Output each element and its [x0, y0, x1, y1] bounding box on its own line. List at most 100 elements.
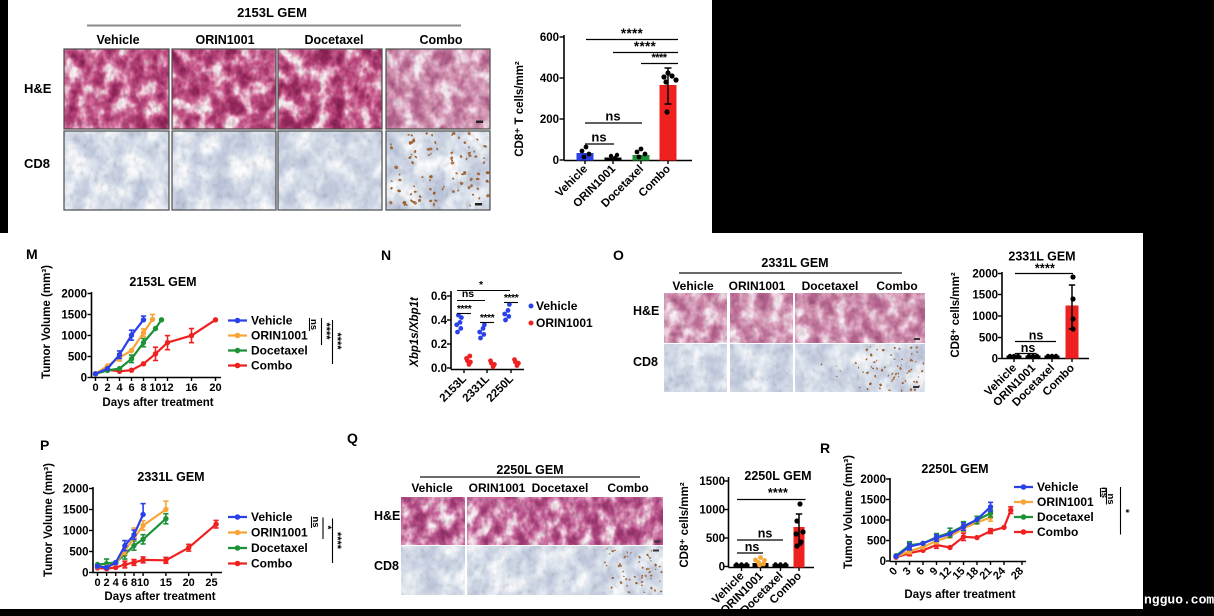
svg-text:0: 0: [880, 556, 886, 568]
svg-text:****: ****: [621, 26, 644, 41]
svg-text:ORIN1001: ORIN1001: [251, 329, 308, 343]
svg-text:ORIN1001: ORIN1001: [251, 526, 308, 540]
svg-text:ns: ns: [462, 288, 474, 300]
svg-text:8: 8: [131, 577, 137, 589]
svg-text:CD8: CD8: [633, 355, 658, 369]
svg-text:10: 10: [149, 382, 161, 394]
svg-text:Docetaxel: Docetaxel: [304, 33, 363, 47]
svg-text:1500: 1500: [972, 290, 998, 302]
svg-text:2331L GEM: 2331L GEM: [137, 470, 204, 484]
svg-text:Combo: Combo: [1037, 525, 1078, 539]
svg-text:2: 2: [104, 382, 110, 394]
svg-text:2250L GEM: 2250L GEM: [921, 462, 988, 476]
svg-text:2331L GEM: 2331L GEM: [761, 256, 828, 270]
svg-text:ns: ns: [308, 319, 319, 330]
svg-text:4: 4: [113, 577, 120, 589]
svg-text:ns: ns: [745, 540, 760, 554]
svg-text:ns: ns: [758, 527, 773, 541]
svg-text:ORIN1001: ORIN1001: [1037, 495, 1094, 509]
svg-text:1000: 1000: [61, 331, 87, 343]
svg-text:H&E: H&E: [374, 509, 400, 523]
svg-text:20: 20: [183, 577, 195, 589]
svg-text:2331L GEM: 2331L GEM: [1008, 250, 1075, 264]
svg-text:CD8: CD8: [374, 559, 399, 573]
svg-text:ns: ns: [605, 109, 620, 124]
svg-text:2250L GEM: 2250L GEM: [496, 463, 563, 477]
svg-text:Vehicle: Vehicle: [536, 299, 578, 313]
svg-text:4: 4: [116, 382, 123, 394]
svg-text:2000: 2000: [63, 484, 89, 496]
svg-text:0: 0: [553, 155, 559, 167]
svg-text:ns: ns: [1029, 329, 1044, 343]
svg-text:1500: 1500: [63, 505, 89, 517]
svg-text:12: 12: [161, 382, 173, 394]
svg-text:****: ****: [504, 292, 520, 304]
svg-text:****: ****: [320, 322, 332, 340]
svg-text:500: 500: [979, 333, 998, 345]
svg-text:2: 2: [104, 577, 110, 589]
svg-text:500: 500: [68, 352, 87, 364]
svg-text:10: 10: [137, 577, 149, 589]
svg-text:1000: 1000: [63, 526, 89, 538]
svg-text:Vehicle: Vehicle: [672, 279, 714, 293]
svg-text:R: R: [820, 440, 830, 456]
svg-text:ns: ns: [1105, 493, 1116, 504]
svg-text:Docetaxel: Docetaxel: [251, 344, 308, 358]
svg-text:500: 500: [867, 536, 886, 548]
svg-text:ngguo.com: ngguo.com: [1144, 593, 1214, 608]
svg-text:Days after treatment: Days after treatment: [104, 591, 215, 603]
svg-text:2153L GEM: 2153L GEM: [129, 275, 196, 289]
svg-text:Combo: Combo: [419, 33, 462, 47]
svg-text:Q: Q: [347, 430, 358, 446]
svg-text:O: O: [613, 247, 624, 263]
svg-text:CD8⁺ cells/mm²: CD8⁺ cells/mm²: [679, 482, 691, 567]
svg-text:Docetaxel: Docetaxel: [532, 481, 589, 495]
svg-text:2250L GEM: 2250L GEM: [744, 469, 811, 483]
svg-text:ORIN1001: ORIN1001: [536, 316, 593, 330]
svg-text:600: 600: [540, 32, 559, 44]
svg-text:25: 25: [205, 577, 217, 589]
svg-text:****: ****: [634, 39, 657, 54]
svg-text:****: ****: [457, 303, 473, 315]
svg-text:15: 15: [160, 577, 172, 589]
svg-text:Combo: Combo: [251, 359, 292, 373]
svg-text:500: 500: [69, 547, 88, 559]
svg-text:0: 0: [992, 354, 998, 366]
svg-text:1000: 1000: [972, 311, 998, 323]
svg-text:Tumor Volume (mm³): Tumor Volume (mm³): [43, 463, 55, 577]
svg-text:0: 0: [82, 568, 88, 580]
svg-text:****: ****: [480, 312, 496, 324]
svg-text:P: P: [40, 437, 49, 453]
svg-text:Vehicle: Vehicle: [251, 510, 293, 524]
svg-text:ns: ns: [1021, 341, 1036, 355]
svg-text:2000: 2000: [61, 289, 87, 301]
svg-text:0: 0: [94, 577, 100, 589]
svg-text:400: 400: [540, 73, 559, 85]
svg-text:Vehicle: Vehicle: [411, 481, 453, 495]
svg-text:0: 0: [92, 382, 98, 394]
svg-text:ORIN1001: ORIN1001: [469, 481, 526, 495]
svg-text:CD8⁺ T cells/mm²: CD8⁺ T cells/mm²: [514, 61, 526, 157]
svg-text:2153L GEM: 2153L GEM: [237, 5, 307, 20]
svg-text:1000: 1000: [699, 505, 725, 517]
svg-text:1500: 1500: [699, 476, 725, 488]
svg-text:Docetaxel: Docetaxel: [1037, 510, 1094, 524]
svg-text:Tumor Volume (mm³): Tumor Volume (mm³): [843, 455, 855, 569]
svg-text:Combo: Combo: [876, 279, 917, 293]
svg-text:N: N: [381, 247, 391, 263]
svg-text:Vehicle: Vehicle: [1037, 480, 1079, 494]
svg-text:Docetaxel: Docetaxel: [802, 279, 859, 293]
svg-text:ORIN1001: ORIN1001: [729, 279, 786, 293]
svg-text:M: M: [26, 246, 38, 262]
svg-text:16: 16: [185, 382, 197, 394]
svg-text:Docetaxel: Docetaxel: [251, 541, 308, 555]
svg-text:****: ****: [651, 52, 667, 64]
svg-text:Combo: Combo: [251, 557, 292, 571]
svg-text:Xbp1s/Xbp1t: Xbp1s/Xbp1t: [409, 296, 421, 368]
svg-text:ns: ns: [1099, 487, 1110, 498]
svg-text:ORIN1001: ORIN1001: [195, 33, 254, 47]
svg-text:****: ****: [768, 486, 788, 500]
svg-text:0.6: 0.6: [431, 291, 447, 303]
svg-text:Combo: Combo: [607, 481, 648, 495]
svg-text:8: 8: [140, 382, 146, 394]
